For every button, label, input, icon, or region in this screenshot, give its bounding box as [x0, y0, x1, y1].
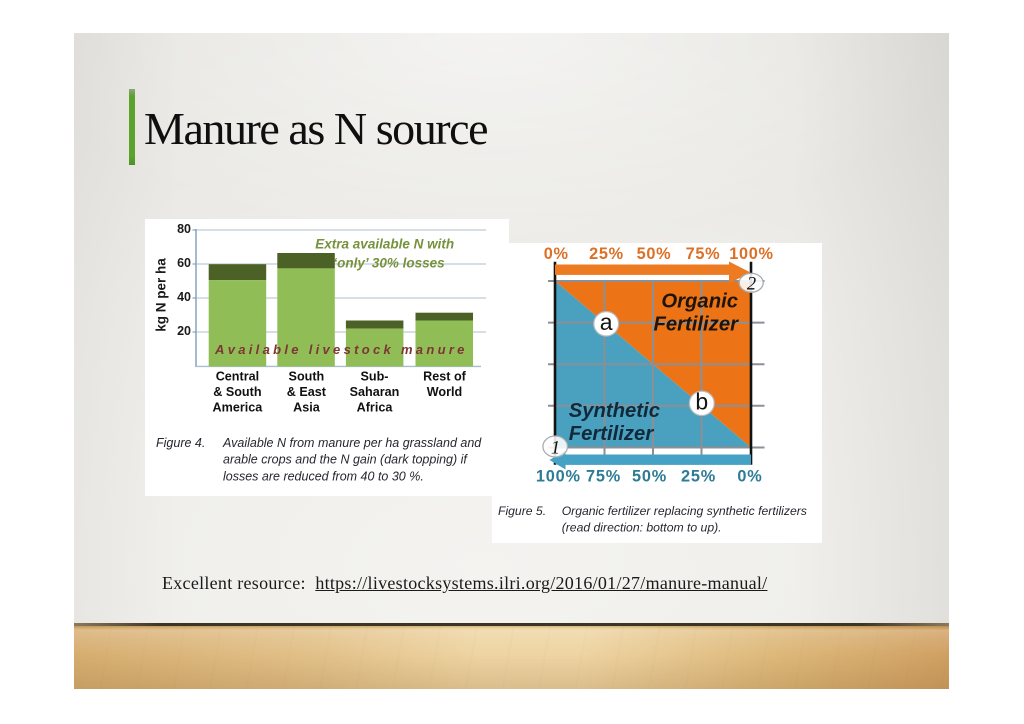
- svg-text:Figure 4.: Figure 4.: [156, 436, 205, 450]
- svg-text:a: a: [600, 309, 613, 335]
- svg-text:25%: 25%: [681, 468, 716, 486]
- svg-text:Sub-: Sub-: [361, 370, 389, 384]
- svg-text:losses are reduced from 40 to: losses are reduced from 40 to 30 %.: [223, 470, 424, 484]
- svg-text:Organic: Organic: [661, 291, 738, 313]
- svg-text:& East: & East: [287, 385, 327, 399]
- svg-text:Available livestock manure: Available livestock manure: [214, 342, 468, 357]
- svg-text:Synthetic: Synthetic: [569, 400, 660, 422]
- svg-text:100%: 100%: [729, 245, 773, 263]
- svg-text:America: America: [213, 401, 264, 415]
- svg-text:Organic fertilizer replacing s: Organic fertilizer replacing synthetic f…: [562, 504, 807, 518]
- svg-text:100%: 100%: [536, 468, 581, 486]
- svg-text:World: World: [427, 385, 462, 399]
- svg-text:1: 1: [551, 439, 560, 459]
- svg-text:& South: & South: [213, 385, 261, 399]
- svg-text:‘only’ 30% losses: ‘only’ 30% losses: [333, 256, 445, 271]
- svg-text:Asia: Asia: [293, 401, 321, 415]
- svg-text:2: 2: [747, 274, 756, 294]
- svg-text:50%: 50%: [632, 468, 667, 486]
- svg-text:arable crops and the N gain (d: arable crops and the N gain (dark toppin…: [223, 453, 468, 467]
- svg-text:Figure 5.: Figure 5.: [498, 504, 546, 518]
- svg-text:Extra available N with: Extra available N with: [315, 237, 454, 252]
- svg-text:b: b: [695, 389, 708, 415]
- svg-text:40: 40: [177, 290, 191, 304]
- svg-text:75%: 75%: [686, 245, 721, 263]
- svg-text:Fertilizer: Fertilizer: [569, 423, 655, 445]
- svg-text:80: 80: [177, 222, 191, 236]
- svg-text:Rest of: Rest of: [423, 370, 466, 384]
- svg-text:kg N per ha: kg N per ha: [154, 258, 169, 332]
- svg-text:Available N from manure per ha: Available N from manure per ha grassland…: [222, 436, 482, 450]
- svg-text:25%: 25%: [589, 245, 624, 263]
- svg-text:Central: Central: [216, 370, 259, 384]
- svg-text:Saharan: Saharan: [350, 385, 400, 399]
- svg-text:50%: 50%: [637, 245, 672, 263]
- svg-text:0%: 0%: [737, 468, 762, 486]
- svg-text:60: 60: [177, 256, 191, 270]
- svg-text:20: 20: [177, 324, 191, 338]
- svg-text:75%: 75%: [586, 468, 621, 486]
- svg-text:South: South: [289, 370, 325, 384]
- svg-text:Fertilizer: Fertilizer: [653, 314, 739, 336]
- svg-text:Africa: Africa: [357, 401, 394, 415]
- svg-text:0%: 0%: [544, 245, 569, 263]
- svg-text:(read direction: bottom to up): (read direction: bottom to up).: [562, 521, 722, 535]
